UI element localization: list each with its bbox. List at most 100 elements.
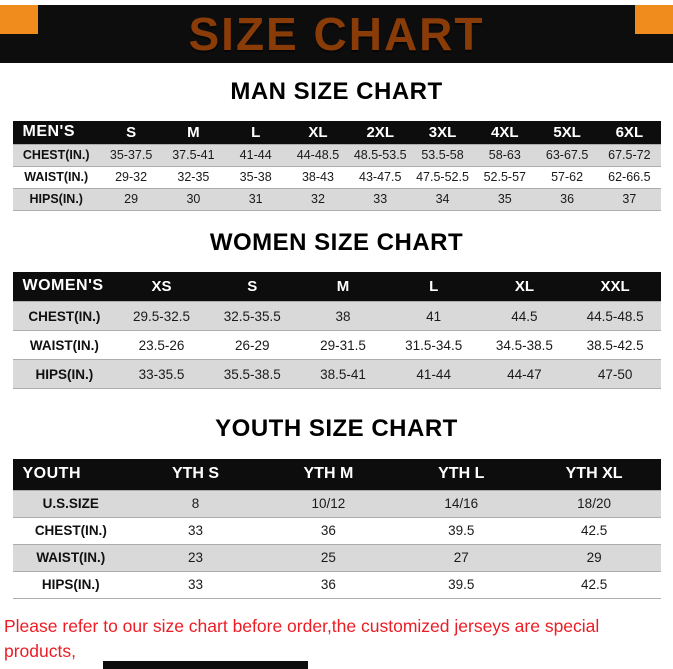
- bottom-black-bar-decoration: [103, 661, 308, 669]
- size-column-header: 3XL: [411, 121, 474, 144]
- size-column-header: 2XL: [349, 121, 412, 144]
- row-label-cell: U.S.SIZE: [12, 489, 130, 517]
- size-section: YOUTH SIZE CHART YOUTH YTH S YTH M YTH L YTH …: [0, 415, 673, 599]
- row-label-cell: HIPS(IN.): [12, 570, 130, 599]
- size-value-cell: 33: [349, 187, 412, 211]
- size-table: YOUTH YTH S YTH M YTH L YTH XL U.S.SIZE 8 10/12…: [12, 459, 661, 599]
- size-value-cell: 38: [297, 301, 389, 331]
- row-label-cell: HIPS(IN.): [12, 187, 100, 211]
- size-value-cell: 26-29: [206, 330, 298, 360]
- size-value-cell: 32.5-35.5: [206, 301, 298, 331]
- size-value-cell: 29.5-32.5: [116, 301, 207, 331]
- size-value-cell: 52.5-57: [473, 165, 536, 188]
- table-row: HIPS(IN.) 29 30 31 32 33 34 35 36 37: [12, 187, 661, 211]
- size-value-cell: 42.5: [527, 570, 661, 599]
- size-column-header: L: [388, 271, 480, 302]
- banner: SIZE CHART: [0, 5, 673, 63]
- size-value-cell: 33: [129, 570, 262, 599]
- row-label-cell: WAIST(IN.): [12, 330, 117, 360]
- size-value-cell: 37: [598, 187, 661, 211]
- size-value-cell: 18/20: [527, 489, 661, 517]
- size-value-cell: 8: [129, 489, 262, 517]
- size-value-cell: 44-47: [479, 359, 570, 389]
- size-section: WOMEN SIZE CHART WOMEN'S XS S M L XL XXL CHEST(I…: [0, 228, 673, 389]
- size-column-header: XS: [116, 271, 207, 302]
- size-value-cell: 23: [129, 543, 262, 571]
- table-row: WAIST(IN.) 29-32 32-35 35-38 38-43 43-47.5 47.…: [12, 165, 661, 188]
- size-value-cell: 14/16: [394, 489, 528, 517]
- table-row: WAIST(IN.) 23.5-26 26-29 29-31.5 31.5-34.5 34…: [12, 330, 661, 360]
- size-value-cell: 35.5-38.5: [206, 359, 298, 389]
- size-value-cell: 32: [286, 187, 350, 211]
- orange-corner-right-decoration: [635, 5, 673, 34]
- size-value-cell: 23.5-26: [116, 330, 207, 360]
- table-row: CHEST(IN.) 29.5-32.5 32.5-35.5 38 41 44.5 44.5…: [12, 301, 661, 331]
- size-value-cell: 47-50: [569, 359, 661, 389]
- size-value-cell: 35: [473, 187, 536, 211]
- size-value-cell: 48.5-53.5: [349, 143, 412, 166]
- size-section: MAN SIZE CHART MEN'S S M L XL 2XL 3XL 4XL 5XL 6XL C…: [0, 78, 673, 211]
- section-heading: MAN SIZE CHART: [230, 78, 443, 105]
- row-label-cell: WAIST(IN.): [12, 543, 130, 571]
- size-value-cell: 37.5-41: [162, 143, 225, 166]
- size-value-cell: 38.5-42.5: [569, 330, 661, 360]
- table-row: U.S.SIZE 8 10/12 14/16 18/20: [12, 489, 661, 517]
- size-value-cell: 33: [129, 516, 262, 544]
- size-column-header: L: [224, 121, 287, 144]
- size-value-cell: 10/12: [261, 489, 395, 517]
- size-value-cell: 63-67.5: [535, 143, 599, 166]
- size-value-cell: 29-32: [99, 165, 163, 188]
- table-title-cell: YOUTH: [12, 459, 130, 490]
- size-value-cell: 34: [411, 187, 474, 211]
- size-value-cell: 42.5: [527, 516, 661, 544]
- table-title-cell: WOMEN'S: [12, 271, 117, 302]
- size-value-cell: 43-47.5: [349, 165, 412, 188]
- size-table: WOMEN'S XS S M L XL XXL CHEST(IN.) 29.5-32.5 32.5…: [12, 271, 661, 389]
- size-value-cell: 31.5-34.5: [388, 330, 480, 360]
- size-column-header: YTH M: [261, 459, 395, 490]
- size-value-cell: 29-31.5: [297, 330, 389, 360]
- size-value-cell: 39.5: [394, 516, 528, 544]
- size-value-cell: 36: [535, 187, 599, 211]
- size-column-header: S: [206, 271, 298, 302]
- row-label-cell: CHEST(IN.): [12, 516, 130, 544]
- table-header-row: WOMEN'S XS S M L XL XXL: [12, 271, 661, 302]
- size-value-cell: 29: [527, 543, 661, 571]
- size-value-cell: 53.5-58: [411, 143, 474, 166]
- size-value-cell: 36: [261, 570, 395, 599]
- size-column-header: YTH XL: [527, 459, 661, 490]
- table-row: WAIST(IN.) 23 25 27 29: [12, 543, 661, 571]
- size-value-cell: 41: [388, 301, 480, 331]
- size-column-header: M: [297, 271, 389, 302]
- size-column-header: S: [99, 121, 163, 144]
- size-value-cell: 27: [394, 543, 528, 571]
- size-value-cell: 41-44: [388, 359, 480, 389]
- size-value-cell: 44.5: [479, 301, 570, 331]
- row-label-cell: CHEST(IN.): [12, 143, 100, 166]
- size-column-header: YTH L: [394, 459, 528, 490]
- size-column-header: XXL: [569, 271, 661, 302]
- size-value-cell: 32-35: [162, 165, 225, 188]
- orange-corner-left-decoration: [0, 5, 38, 34]
- section-heading: WOMEN SIZE CHART: [209, 228, 464, 256]
- size-column-header: 6XL: [598, 121, 661, 144]
- size-value-cell: 67.5-72: [598, 143, 661, 166]
- table-row: HIPS(IN.) 33-35.5 35.5-38.5 38.5-41 41-44 44-…: [12, 359, 661, 389]
- size-value-cell: 44.5-48.5: [569, 301, 661, 331]
- row-label-cell: CHEST(IN.): [12, 301, 117, 331]
- table-header-row: MEN'S S M L XL 2XL 3XL 4XL 5XL 6XL: [12, 121, 661, 144]
- size-value-cell: 38-43: [286, 165, 350, 188]
- size-value-cell: 30: [162, 187, 225, 211]
- size-value-cell: 57-62: [535, 165, 599, 188]
- size-table: MEN'S S M L XL 2XL 3XL 4XL 5XL 6XL CHEST(IN.) 35-37…: [12, 121, 661, 211]
- table-row: CHEST(IN.) 33 36 39.5 42.5: [12, 516, 661, 544]
- size-value-cell: 33-35.5: [116, 359, 207, 389]
- size-column-header: M: [162, 121, 225, 144]
- size-column-header: XL: [286, 121, 350, 144]
- size-value-cell: 62-66.5: [598, 165, 661, 188]
- size-value-cell: 31: [224, 187, 287, 211]
- size-value-cell: 38.5-41: [297, 359, 389, 389]
- size-column-header: XL: [479, 271, 570, 302]
- row-label-cell: HIPS(IN.): [12, 359, 117, 389]
